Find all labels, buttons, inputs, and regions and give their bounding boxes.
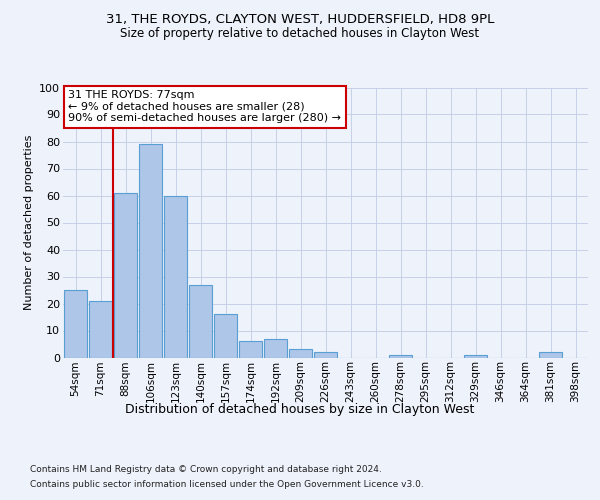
Text: Contains HM Land Registry data © Crown copyright and database right 2024.: Contains HM Land Registry data © Crown c… <box>30 465 382 474</box>
Bar <box>89 301 112 358</box>
Bar <box>539 352 562 358</box>
Bar <box>114 193 137 358</box>
Text: 31 THE ROYDS: 77sqm
← 9% of detached houses are smaller (28)
90% of semi-detache: 31 THE ROYDS: 77sqm ← 9% of detached hou… <box>68 90 341 124</box>
Bar <box>239 342 262 357</box>
Bar <box>389 355 412 358</box>
Bar <box>64 290 87 358</box>
Bar <box>289 350 312 358</box>
Bar <box>264 338 287 357</box>
Y-axis label: Number of detached properties: Number of detached properties <box>23 135 34 310</box>
Bar <box>214 314 237 358</box>
Text: Contains public sector information licensed under the Open Government Licence v3: Contains public sector information licen… <box>30 480 424 489</box>
Bar <box>139 144 162 358</box>
Bar <box>464 355 487 358</box>
Text: 31, THE ROYDS, CLAYTON WEST, HUDDERSFIELD, HD8 9PL: 31, THE ROYDS, CLAYTON WEST, HUDDERSFIEL… <box>106 12 494 26</box>
Bar <box>314 352 337 358</box>
Bar <box>164 196 187 358</box>
Text: Distribution of detached houses by size in Clayton West: Distribution of detached houses by size … <box>125 402 475 415</box>
Text: Size of property relative to detached houses in Clayton West: Size of property relative to detached ho… <box>121 28 479 40</box>
Bar <box>189 284 212 358</box>
